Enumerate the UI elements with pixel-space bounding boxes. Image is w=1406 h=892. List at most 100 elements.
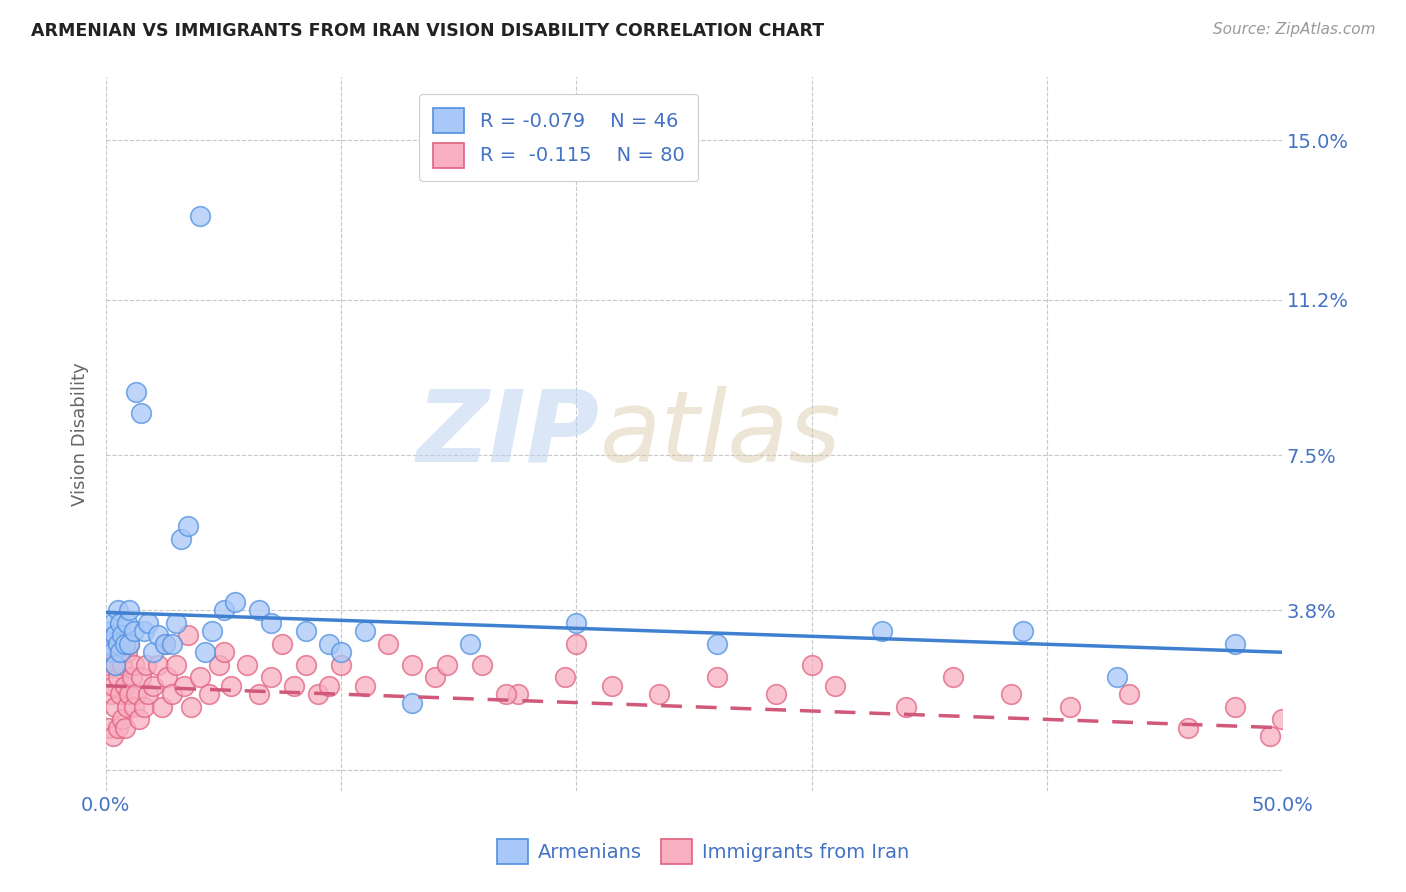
Point (1107, 670, 1129, 684)
Text: Source: ZipAtlas.com: Source: ZipAtlas.com (1212, 22, 1375, 37)
Point (870, 624, 893, 639)
Point (188, 670, 211, 684)
Point (104, 657, 127, 672)
Point (104, 657, 127, 672)
Point (219, 679, 242, 693)
Point (471, 657, 494, 672)
Point (101, 729, 124, 743)
Point (125, 385, 148, 400)
Point (212, 603, 235, 617)
Point (101, 628, 124, 642)
Point (1177, 721, 1199, 735)
Point (100, 637, 122, 651)
Point (173, 679, 195, 693)
Point (107, 670, 129, 684)
Point (212, 645, 235, 659)
Point (97, 637, 120, 651)
Point (125, 687, 148, 701)
Point (97, 657, 120, 672)
Point (104, 628, 127, 642)
Point (107, 603, 129, 617)
Point (101, 679, 124, 693)
Point (166, 615, 188, 630)
Point (107, 721, 129, 735)
Point (1223, 637, 1246, 651)
Text: atlas: atlas (600, 385, 841, 483)
Point (271, 637, 294, 651)
Point (111, 657, 134, 672)
Point (353, 679, 375, 693)
Point (108, 645, 131, 659)
Point (307, 687, 329, 701)
Point (129, 670, 152, 684)
Point (114, 721, 136, 735)
Point (706, 637, 728, 651)
Point (136, 615, 159, 630)
Point (166, 657, 188, 672)
Point (146, 628, 169, 642)
Point (1012, 624, 1035, 639)
Point (132, 699, 155, 714)
Point (208, 657, 231, 672)
Point (170, 532, 193, 546)
Point (1118, 687, 1140, 701)
Point (132, 624, 155, 639)
Point (188, 209, 211, 223)
Point (100, 624, 122, 639)
Point (180, 699, 202, 714)
Point (554, 670, 576, 684)
Point (107, 637, 129, 651)
Point (135, 657, 157, 672)
Point (647, 687, 669, 701)
Point (136, 687, 159, 701)
Point (600, 679, 623, 693)
Point (150, 699, 173, 714)
Point (107, 637, 129, 651)
Point (115, 615, 138, 630)
Point (353, 624, 375, 639)
Point (114, 679, 136, 693)
Point (118, 687, 141, 701)
Point (236, 657, 259, 672)
Legend: R = -0.079    N = 46, R =  -0.115    N = 80: R = -0.079 N = 46, R = -0.115 N = 80 (419, 95, 697, 181)
Y-axis label: Vision Disability: Vision Disability (72, 362, 89, 506)
Point (108, 687, 131, 701)
Point (460, 637, 482, 651)
Point (198, 687, 221, 701)
Point (201, 624, 224, 639)
Point (894, 699, 917, 714)
Point (765, 687, 787, 701)
Point (146, 657, 169, 672)
Point (101, 615, 124, 630)
Point (377, 637, 399, 651)
Point (177, 519, 200, 533)
Point (224, 595, 246, 609)
Point (824, 679, 846, 693)
Point (129, 406, 152, 420)
Point (318, 679, 340, 693)
Legend: Armenians, Immigrants from Iran: Armenians, Immigrants from Iran (489, 831, 917, 871)
Point (104, 699, 127, 714)
Point (177, 628, 200, 642)
Point (118, 637, 141, 651)
Point (401, 696, 423, 710)
Point (122, 624, 145, 639)
Point (111, 712, 134, 726)
Point (121, 670, 143, 684)
Text: ZIP: ZIP (416, 385, 600, 483)
Point (122, 657, 145, 672)
Point (330, 657, 353, 672)
Point (247, 603, 270, 617)
Point (565, 615, 588, 630)
Point (111, 628, 134, 642)
Point (425, 670, 447, 684)
Point (942, 670, 965, 684)
Point (295, 657, 318, 672)
Point (259, 615, 281, 630)
Point (283, 679, 305, 693)
Point (565, 637, 588, 651)
Point (436, 657, 458, 672)
Text: ARMENIAN VS IMMIGRANTS FROM IRAN VISION DISABILITY CORRELATION CHART: ARMENIAN VS IMMIGRANTS FROM IRAN VISION … (31, 22, 824, 40)
Point (142, 679, 165, 693)
Point (153, 637, 176, 651)
